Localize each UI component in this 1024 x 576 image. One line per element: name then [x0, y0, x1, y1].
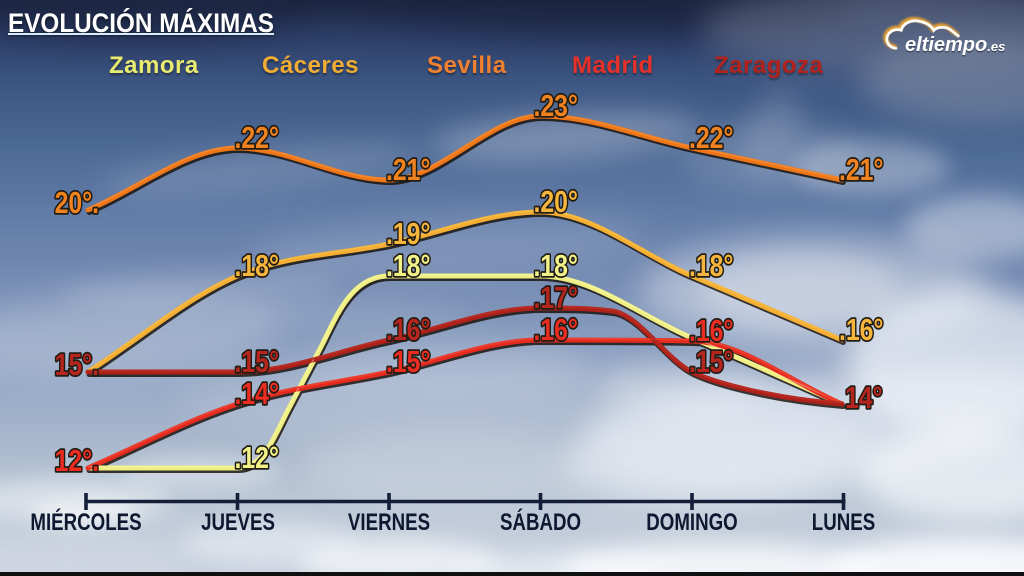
svg-text:JUEVES: JUEVES	[201, 509, 275, 536]
svg-text:.18°: .18°	[689, 248, 733, 282]
svg-text:.15°: .15°	[386, 344, 430, 378]
svg-text:15°.: 15°.	[55, 347, 99, 381]
svg-text:eltiempo.es: eltiempo.es	[905, 34, 1005, 56]
svg-text:.20°: .20°	[534, 184, 578, 218]
svg-text:.21°: .21°	[386, 152, 430, 186]
svg-text:.15°: .15°	[689, 344, 733, 378]
svg-text:20°.: 20°.	[55, 185, 99, 219]
svg-text:MIÉRCOLES: MIÉRCOLES	[30, 508, 141, 536]
svg-text:14°: 14°	[845, 380, 882, 414]
svg-text:.17°: .17°	[534, 280, 578, 314]
svg-text:.22°: .22°	[235, 120, 279, 154]
svg-text:.22°: .22°	[689, 120, 733, 154]
svg-text:.18°: .18°	[534, 248, 578, 282]
svg-text:.16°: .16°	[839, 312, 883, 346]
svg-text:VIERNES: VIERNES	[348, 509, 430, 536]
svg-text:.19°: .19°	[386, 216, 430, 250]
svg-text:.18°: .18°	[386, 248, 430, 282]
svg-text:.14°: .14°	[235, 376, 279, 410]
svg-text:LUNES: LUNES	[812, 509, 875, 536]
svg-text:.16°: .16°	[689, 313, 733, 347]
svg-text:.12°: .12°	[235, 440, 279, 474]
svg-text:SÁBADO: SÁBADO	[500, 508, 581, 536]
svg-text:DOMINGO: DOMINGO	[646, 509, 737, 536]
svg-text:.21°: .21°	[839, 152, 883, 186]
svg-text:.16°: .16°	[386, 312, 430, 346]
svg-text:.16°: .16°	[534, 312, 578, 346]
svg-text:12°.: 12°.	[55, 443, 99, 477]
svg-text:.18°: .18°	[235, 248, 279, 282]
svg-text:.15°: .15°	[235, 344, 279, 378]
svg-text:.23°: .23°	[534, 88, 578, 122]
svg-text:eltiempo.es: eltiempo.es	[905, 36, 1005, 58]
